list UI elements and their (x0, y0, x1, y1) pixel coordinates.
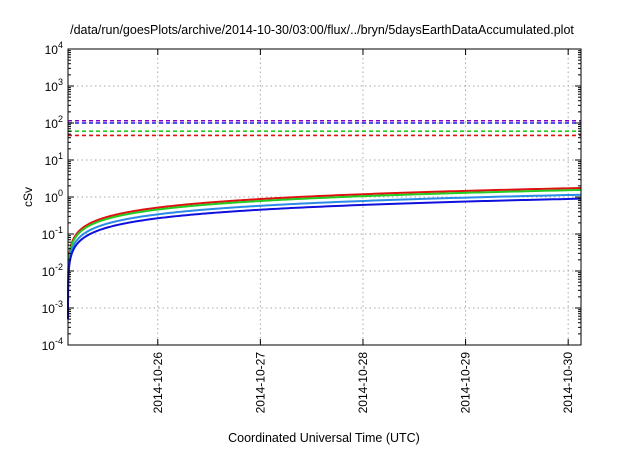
series-line (67, 187, 582, 320)
x-axis: 2014-10-26 2014-10-27 2014-10-28 2014-10-29… (151, 49, 575, 413)
y-tick-label: 102 (45, 114, 63, 131)
x-tick-label: 2014-10-28 (356, 352, 370, 414)
y-tick-label: 10-2 (42, 262, 63, 279)
y-tick-label: 101 (45, 151, 63, 168)
y-tick-label: 10-1 (42, 225, 63, 242)
x-tick-label: 2014-10-29 (459, 352, 473, 414)
series-lines (67, 187, 582, 320)
y-axis: 10-4 10-3 10-2 10-1 100 101 102 103 104 (42, 40, 581, 353)
y-tick-label: 100 (45, 188, 63, 205)
x-tick-label: 2014-10-26 (151, 352, 165, 414)
y-tick-label: 103 (45, 77, 63, 94)
chart-title: /data/run/goesPlots/archive/2014-10-30/0… (70, 23, 574, 37)
y-axis-label: cSv (21, 187, 35, 207)
x-tick-label: 2014-10-27 (253, 352, 267, 414)
x-axis-label: Coordinated Universal Time (UTC) (228, 431, 420, 445)
y-tick-label: 104 (45, 40, 63, 57)
series-line (67, 193, 582, 320)
y-tick-label: 10-3 (42, 299, 63, 316)
y-tick-label: 10-4 (42, 336, 63, 353)
series-line (67, 197, 582, 320)
series-line (67, 188, 582, 320)
threshold-lines (68, 119, 581, 137)
x-tick-label: 2014-10-30 (561, 352, 575, 414)
